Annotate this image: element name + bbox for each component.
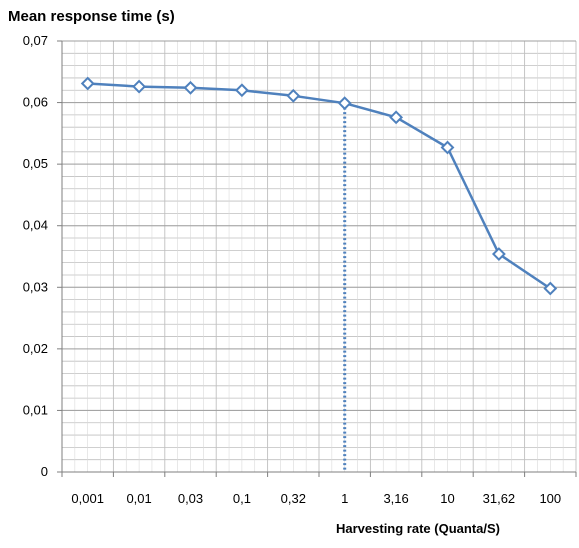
data-point bbox=[234, 83, 249, 98]
y-tick-label: 0,03 bbox=[23, 279, 48, 294]
data-point bbox=[337, 96, 352, 111]
data-point bbox=[132, 79, 147, 94]
y-tick-label: 0,04 bbox=[23, 218, 48, 233]
data-point bbox=[183, 80, 198, 95]
data-point bbox=[491, 247, 506, 261]
x-tick-label: 0,1 bbox=[233, 491, 251, 506]
data-point bbox=[440, 140, 455, 155]
data-point bbox=[286, 88, 301, 103]
x-tick-label: 1 bbox=[341, 491, 348, 506]
y-tick-label: 0,01 bbox=[23, 402, 48, 417]
x-tick-label: 0,01 bbox=[126, 491, 151, 506]
x-tick-label: 0,03 bbox=[178, 491, 203, 506]
data-point bbox=[80, 76, 95, 91]
y-tick-label: 0,07 bbox=[23, 33, 48, 48]
data-point bbox=[543, 281, 558, 296]
x-tick-label: 10 bbox=[440, 491, 454, 506]
series-line bbox=[87, 82, 551, 290]
y-axis-title: Mean response time (s) bbox=[8, 8, 175, 25]
x-tick-label: 0,001 bbox=[71, 491, 104, 506]
x-tick-label: 3,16 bbox=[383, 491, 408, 506]
x-tick-label: 0,32 bbox=[281, 491, 306, 506]
data-point bbox=[389, 110, 404, 125]
x-axis-title: Harvesting rate (Quanta/S) bbox=[336, 521, 500, 536]
y-tick-label: 0,06 bbox=[23, 95, 48, 110]
x-tick-label: 100 bbox=[539, 491, 561, 506]
y-tick-label: 0,05 bbox=[23, 156, 48, 171]
y-tick-label: 0 bbox=[41, 464, 48, 479]
x-tick-label: 31,62 bbox=[483, 491, 516, 506]
y-tick-label: 0,02 bbox=[23, 341, 48, 356]
